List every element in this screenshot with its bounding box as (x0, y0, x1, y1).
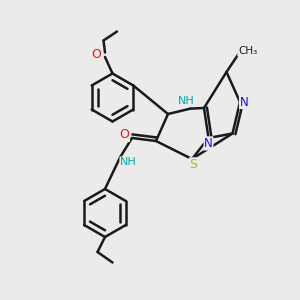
Text: N: N (204, 137, 213, 150)
Text: CH₃: CH₃ (238, 46, 257, 56)
Text: N: N (239, 95, 248, 109)
Text: O: O (120, 128, 129, 142)
Text: S: S (190, 158, 197, 171)
Text: NH: NH (178, 96, 194, 106)
Text: NH: NH (120, 157, 137, 167)
Text: O: O (92, 48, 101, 61)
